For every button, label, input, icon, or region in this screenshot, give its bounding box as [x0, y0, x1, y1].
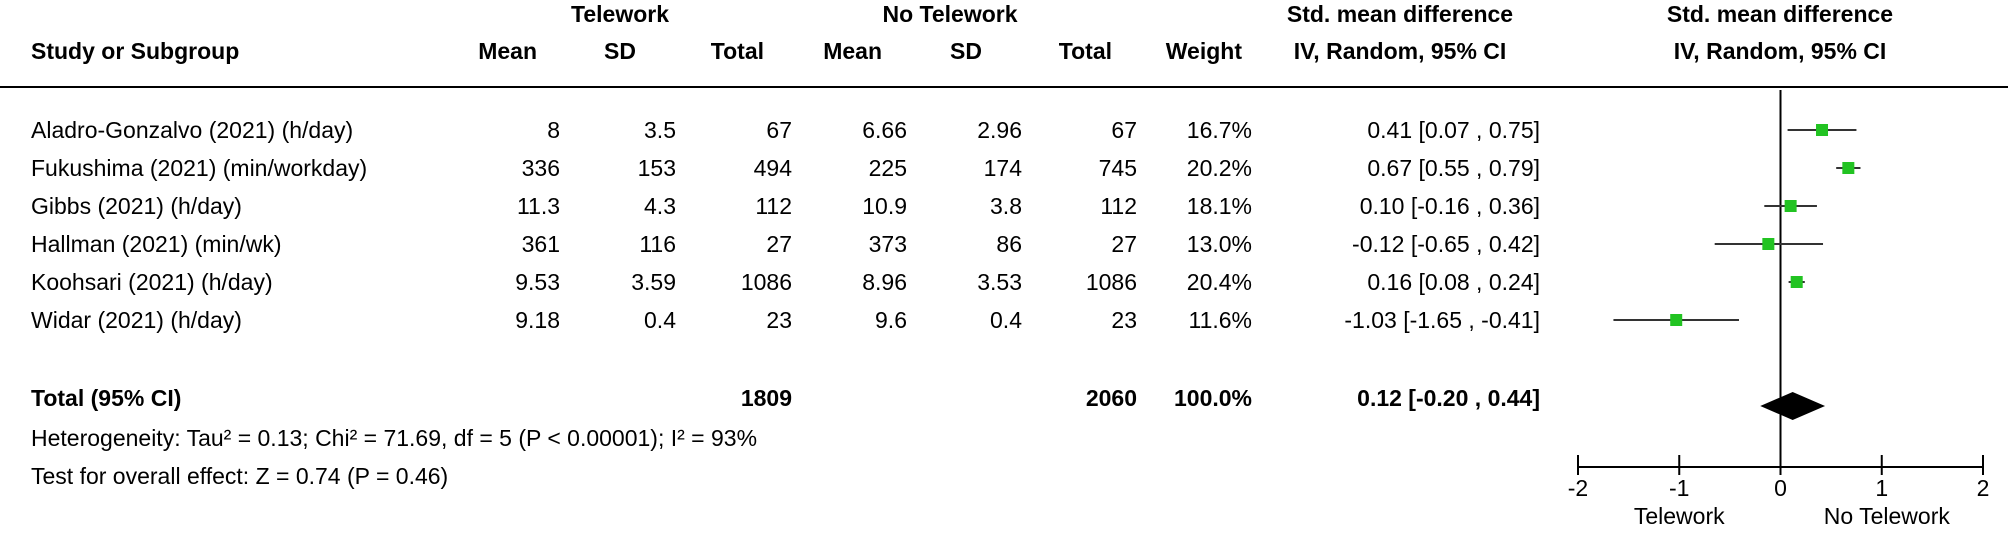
- favours-telework-label: Telework: [1634, 503, 1725, 529]
- effect-marker: [1790, 276, 1803, 288]
- total-telework: 1086: [740, 269, 792, 295]
- mean-no-telework: 373: [868, 231, 907, 257]
- sd-no-telework: 3.8: [990, 193, 1022, 219]
- sd-no-telework: 0.4: [990, 307, 1022, 333]
- col-header-mean-no-telework: Mean: [823, 38, 882, 64]
- sd-telework: 3.5: [644, 117, 676, 143]
- total-weight: 100.0%: [1173, 385, 1252, 411]
- study-name: Hallman (2021) (min/wk): [31, 231, 282, 257]
- effect-marker: [1784, 200, 1797, 212]
- effect-marker: [1816, 124, 1829, 136]
- col-header-sd-no-telework: SD: [950, 38, 982, 64]
- x-tick-label: 2: [1977, 475, 1990, 501]
- col-header-weight: Weight: [1165, 38, 1242, 64]
- overall-effect-text: Test for overall effect: Z = 0.74 (P = 0…: [31, 463, 449, 489]
- study-name: Koohsari (2021) (h/day): [31, 269, 273, 295]
- weight: 11.6%: [1188, 307, 1252, 333]
- sd-no-telework: 174: [983, 155, 1022, 181]
- study-name: Fukushima (2021) (min/workday): [31, 155, 368, 181]
- effect-marker: [1670, 314, 1683, 326]
- effect-ci: 0.10 [-0.16 , 0.36]: [1359, 193, 1540, 219]
- effect-ci: 0.67 [0.55 , 0.79]: [1367, 155, 1540, 181]
- total-telework: 27: [766, 231, 792, 257]
- effect-header-method: IV, Random, 95% CI: [1293, 38, 1507, 64]
- weight: 20.2%: [1186, 155, 1252, 181]
- sd-telework: 153: [637, 155, 676, 181]
- total-telework: 67: [766, 117, 792, 143]
- col-header-sd-telework: SD: [604, 38, 636, 64]
- pooled-diamond: [1760, 392, 1826, 420]
- mean-no-telework: 6.66: [862, 117, 907, 143]
- effect-header-title: Std. mean difference: [1286, 1, 1514, 27]
- total-telework: 1809: [740, 385, 792, 411]
- total-telework: 23: [766, 307, 792, 333]
- sd-no-telework: 2.96: [977, 117, 1022, 143]
- weight: 16.7%: [1186, 117, 1252, 143]
- weight: 20.4%: [1186, 269, 1252, 295]
- total-effect-ci: 0.12 [-0.20 , 0.44]: [1357, 385, 1540, 411]
- x-tick-label: 0: [1774, 475, 1787, 501]
- heterogeneity-text: Heterogeneity: Tau² = 0.13; Chi² = 71.69…: [31, 425, 758, 451]
- mean-telework: 336: [521, 155, 560, 181]
- x-tick-label: -2: [1568, 475, 1588, 501]
- total-no-telework: 745: [1098, 155, 1137, 181]
- col-header-mean-telework: Mean: [478, 38, 537, 64]
- effect-marker: [1842, 162, 1855, 174]
- x-tick-label: 1: [1875, 475, 1888, 501]
- sd-telework: 116: [639, 231, 676, 257]
- mean-no-telework: 225: [868, 155, 907, 181]
- total-label: Total (95% CI): [31, 385, 182, 411]
- total-no-telework: 112: [1100, 193, 1137, 219]
- sd-telework: 4.3: [644, 193, 676, 219]
- sd-telework: 0.4: [644, 307, 676, 333]
- total-no-telework: 27: [1111, 231, 1137, 257]
- group-header-no-telework: No Telework: [882, 1, 1018, 27]
- study-name: Gibbs (2021) (h/day): [31, 193, 242, 219]
- group-header-telework: Telework: [571, 1, 669, 27]
- mean-no-telework: 10.9: [862, 193, 907, 219]
- mean-no-telework: 8.96: [862, 269, 907, 295]
- effect-marker: [1762, 238, 1775, 250]
- total-no-telework: 23: [1111, 307, 1137, 333]
- col-header-total-no-telework: Total: [1058, 38, 1112, 64]
- mean-telework: 361: [521, 231, 560, 257]
- weight: 18.1%: [1186, 193, 1252, 219]
- total-telework: 112: [755, 193, 792, 219]
- total-no-telework: 67: [1111, 117, 1137, 143]
- x-tick-label: -1: [1669, 475, 1689, 501]
- sd-no-telework: 3.53: [977, 269, 1022, 295]
- study-name: Aladro-Gonzalvo (2021) (h/day): [31, 117, 354, 143]
- mean-telework: 9.53: [515, 269, 560, 295]
- sd-no-telework: 86: [996, 231, 1022, 257]
- plot-header-method: IV, Random, 95% CI: [1673, 38, 1887, 64]
- header-divider: [0, 86, 2008, 88]
- plot-header-title: Std. mean difference: [1666, 1, 1894, 27]
- effect-ci: -0.12 [-0.65 , 0.42]: [1352, 231, 1540, 257]
- mean-telework: 11.3: [516, 193, 560, 219]
- effect-ci: 0.41 [0.07 , 0.75]: [1367, 117, 1540, 143]
- favours-no-telework-label: No Telework: [1824, 503, 1951, 529]
- effect-ci: 0.16 [0.08 , 0.24]: [1367, 269, 1540, 295]
- effect-ci: -1.03 [-1.65 , -0.41]: [1344, 307, 1540, 333]
- total-no-telework: 1086: [1085, 269, 1137, 295]
- study-name: Widar (2021) (h/day): [31, 307, 242, 333]
- mean-telework: 9.18: [515, 307, 560, 333]
- col-header-total-telework: Total: [710, 38, 764, 64]
- total-no-telework: 2060: [1085, 385, 1137, 411]
- mean-no-telework: 9.6: [875, 307, 907, 333]
- col-header-study: Study or Subgroup: [31, 38, 240, 64]
- total-telework: 494: [753, 155, 792, 181]
- sd-telework: 3.59: [631, 269, 676, 295]
- weight: 13.0%: [1186, 231, 1252, 257]
- mean-telework: 8: [547, 117, 560, 143]
